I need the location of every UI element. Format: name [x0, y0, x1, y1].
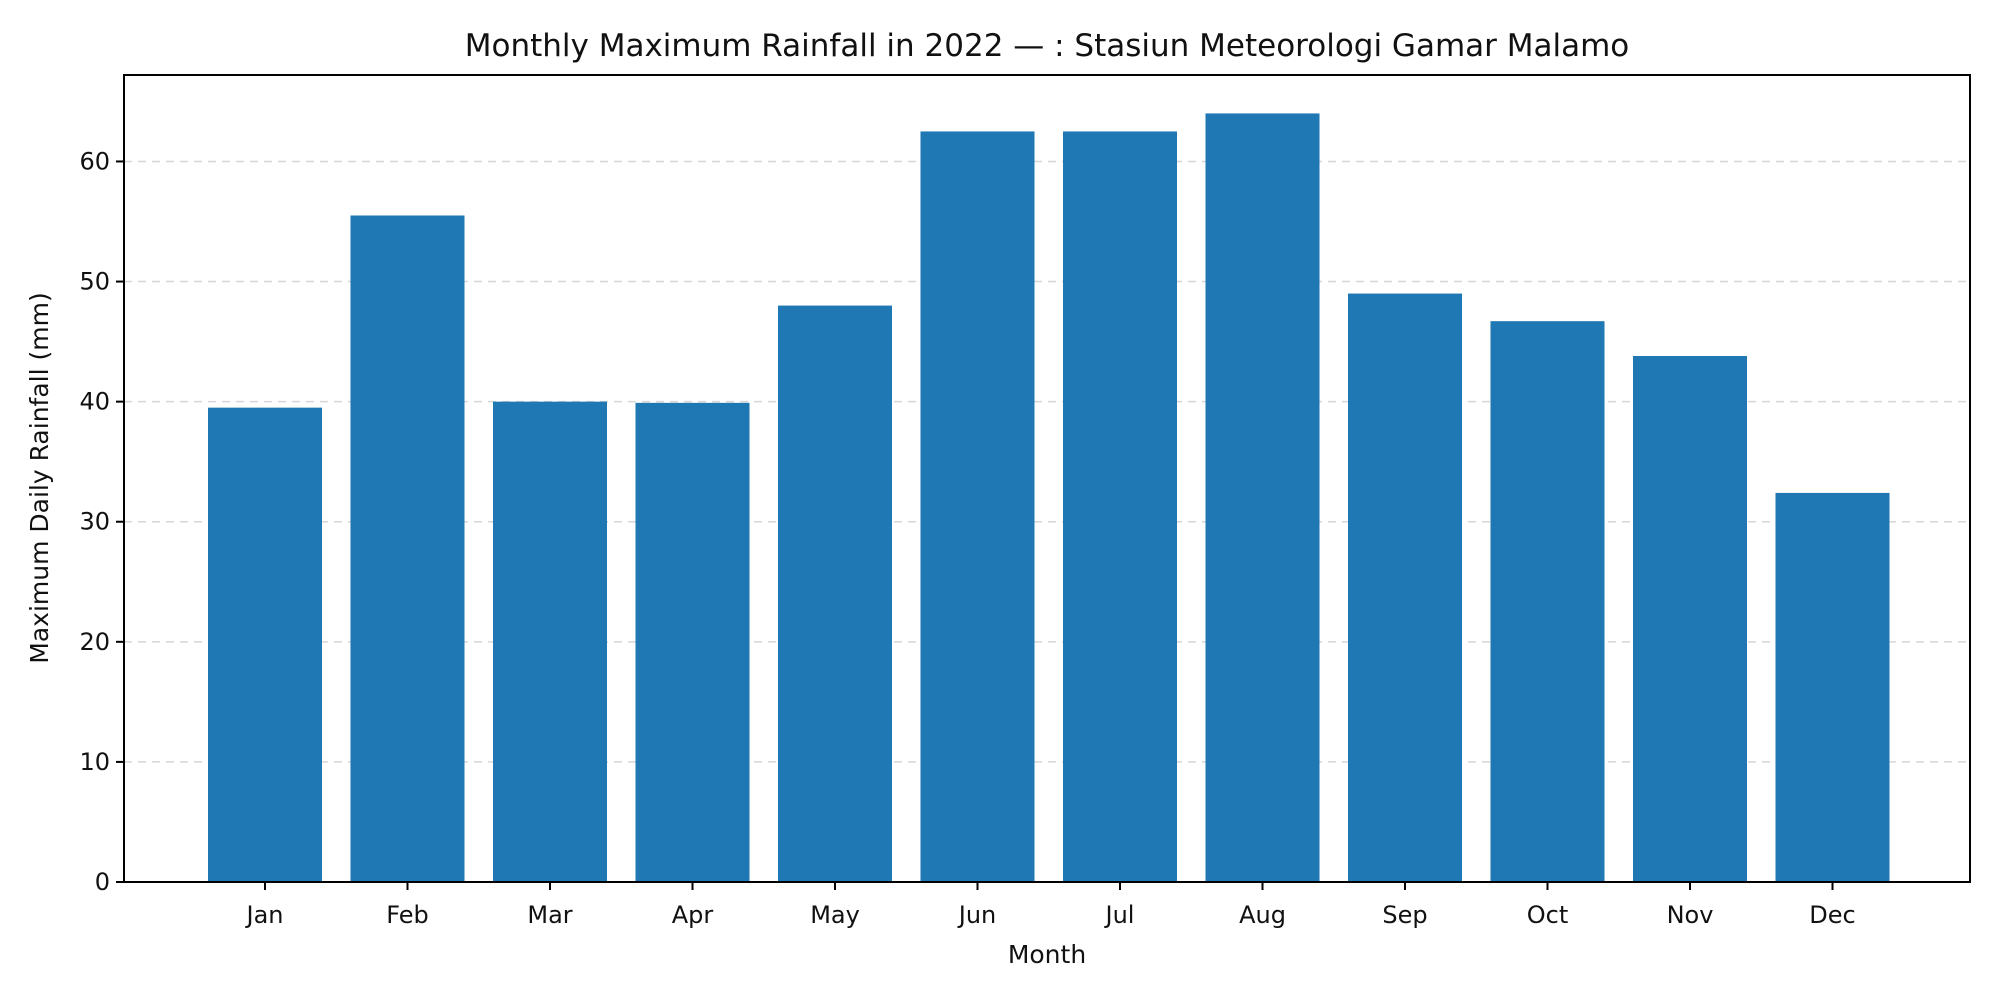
x-tick-label-feb: Feb — [386, 901, 429, 929]
y-tick-label-10: 10 — [79, 748, 110, 776]
bar-sep — [1348, 293, 1462, 882]
bar-jan — [208, 407, 322, 882]
x-tick-label-jun: Jun — [957, 901, 997, 929]
x-tick-label-apr: Apr — [672, 901, 714, 929]
y-tick-label-50: 50 — [79, 268, 110, 296]
y-tick-label-40: 40 — [79, 388, 110, 416]
x-tick-label-dec: Dec — [1809, 901, 1855, 929]
x-axis-label: Month — [1008, 940, 1086, 969]
y-axis-ticks: 0 10 20 30 40 50 60 — [79, 147, 124, 896]
chart-title: Monthly Maximum Rainfall in 2022 — : Sta… — [465, 28, 1630, 64]
y-tick-label-60: 60 — [79, 147, 110, 175]
bar-nov — [1633, 356, 1747, 883]
x-tick-label-aug: Aug — [1239, 901, 1286, 929]
bar-oct — [1490, 321, 1605, 882]
y-axis-label: Maximum Daily Rainfall (mm) — [25, 292, 54, 663]
bar-jun — [920, 131, 1035, 883]
bar-dec — [1775, 492, 1890, 882]
x-tick-label-jul: Jul — [1104, 901, 1135, 929]
y-tick-label-30: 30 — [79, 508, 110, 536]
bar-may — [778, 305, 892, 883]
x-tick-label-sep: Sep — [1382, 901, 1427, 929]
bar-feb — [350, 215, 465, 883]
bar-apr — [635, 402, 750, 882]
x-axis-ticks: Jan Feb Mar Apr May Jun Jul Aug Sep Oct Nov Dec — [245, 882, 1856, 929]
y-tick-label-20: 20 — [79, 628, 110, 656]
x-tick-label-nov: Nov — [1667, 901, 1714, 929]
bar-mar — [493, 401, 607, 882]
x-tick-label-oct: Oct — [1527, 901, 1569, 929]
x-tick-label-mar: Mar — [527, 901, 572, 929]
x-tick-label-may: May — [810, 901, 860, 929]
plot-frame — [123, 74, 1971, 883]
x-tick-label-jan: Jan — [245, 901, 284, 929]
y-tick-label-0: 0 — [95, 868, 110, 896]
bar-jul — [1063, 131, 1177, 883]
bars — [208, 113, 1890, 883]
bar-aug — [1205, 113, 1320, 882]
